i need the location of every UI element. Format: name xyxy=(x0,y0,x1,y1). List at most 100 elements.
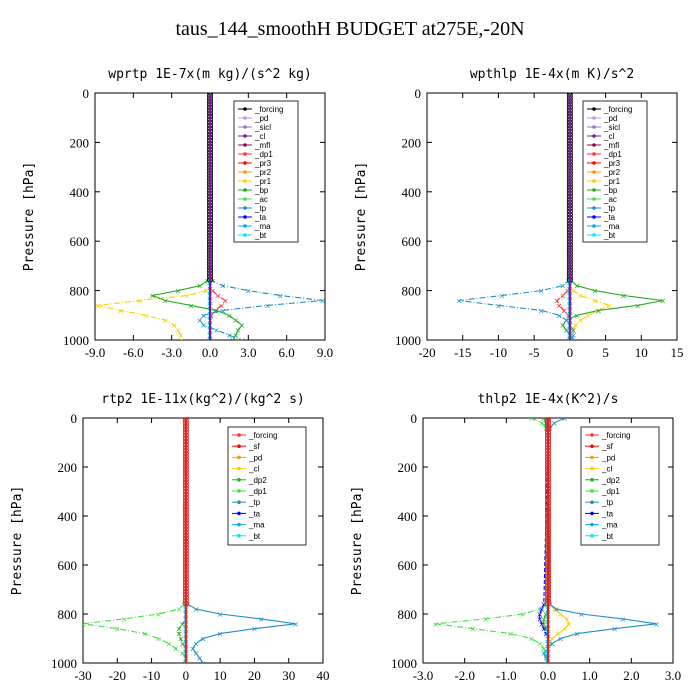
series-marker: × xyxy=(292,620,299,629)
legend-swatch-marker xyxy=(590,433,594,437)
x-tick-label: -30 xyxy=(74,668,91,683)
series-marker: × xyxy=(547,639,554,648)
series-marker: × xyxy=(319,296,326,305)
series-marker: × xyxy=(563,316,570,325)
legend-swatch-marker xyxy=(243,188,247,192)
series-marker: × xyxy=(556,311,563,320)
legend-entry: _cl xyxy=(603,132,614,141)
series-marker: × xyxy=(172,644,179,653)
legend-swatch-marker xyxy=(590,455,594,460)
series-marker: × xyxy=(456,296,463,305)
legend-swatch-marker xyxy=(243,152,247,156)
legend-entry: _bp xyxy=(603,186,618,195)
series-marker: × xyxy=(208,311,215,320)
y-tick-label: 600 xyxy=(70,234,90,249)
legend-entry: _sf xyxy=(248,442,260,451)
series-marker: × xyxy=(611,625,618,634)
series-marker: × xyxy=(577,292,584,301)
x-tick-label: 15 xyxy=(671,345,684,360)
series-marker: × xyxy=(213,326,220,335)
legend: _forcing _sf _pd _cl _dp2 _dp1 _tp _ta _ma _bt xyxy=(580,426,660,546)
legend-entry: _ma xyxy=(603,222,620,231)
x-tick-label: -3.0 xyxy=(161,345,182,360)
legend-swatch-marker xyxy=(590,489,594,493)
series-marker: × xyxy=(196,654,203,663)
legend-entry: _bt xyxy=(601,532,614,541)
legend-entry: _pd xyxy=(603,114,617,123)
series-marker: × xyxy=(196,282,203,291)
series-marker: × xyxy=(540,414,547,423)
y-tick-label: 200 xyxy=(402,135,422,150)
y-tick-label: 400 xyxy=(402,185,422,200)
legend-swatch-marker xyxy=(590,500,594,505)
legend-swatch-marker xyxy=(592,233,596,237)
series-marker: × xyxy=(200,321,207,330)
x-tick-label: 20 xyxy=(248,668,261,683)
series-marker: × xyxy=(540,615,547,624)
series-marker: × xyxy=(232,331,239,340)
y-tick-label: 0 xyxy=(415,86,422,101)
series-marker: × xyxy=(569,326,576,335)
series-marker: × xyxy=(536,639,543,648)
x-tick-label: 5 xyxy=(602,345,609,360)
legend-entry: _pr2 xyxy=(603,168,621,177)
x-tick-label: 0.0 xyxy=(202,345,218,360)
panel-title: wpthlp 1E-4x(m K)/s^2 xyxy=(470,67,634,82)
series-marker: × xyxy=(577,316,584,325)
chart-panel-4: thlp2 1E-4x(K^2)/s Pressure [hPa] -3.0 -2.0… xyxy=(350,392,681,683)
legend-swatch-marker xyxy=(243,125,247,129)
x-tick-label: -10 xyxy=(490,345,507,360)
legend-swatch-marker xyxy=(237,466,241,471)
legend-swatch-marker xyxy=(592,116,596,120)
series-marker: × xyxy=(264,301,271,310)
series-line-dp1 xyxy=(209,93,227,340)
series-marker: × xyxy=(620,292,627,301)
legend-swatch-marker xyxy=(237,489,241,493)
series-marker: × xyxy=(554,296,561,305)
legend-entry: _forcing xyxy=(254,105,283,114)
series-marker: × xyxy=(653,620,660,629)
legend-swatch-marker xyxy=(592,134,596,138)
series-marker: × xyxy=(200,635,207,644)
series-marker: × xyxy=(258,615,265,624)
series-marker: × xyxy=(200,311,207,320)
legend-swatch-marker xyxy=(243,134,247,138)
series-marker: × xyxy=(162,296,169,305)
legend: _forcing_pd_sicl_cl_mfl_dp1_pr3_pr2_pr1_… xyxy=(233,100,299,243)
legend-swatch-marker xyxy=(237,522,241,527)
legend-swatch-marker xyxy=(243,143,247,147)
legend-entry: _mfl xyxy=(254,141,270,150)
x-tick-label: 2.0 xyxy=(623,668,639,683)
legend-swatch-marker xyxy=(243,224,247,228)
series-marker: × xyxy=(177,331,184,340)
series-marker: × xyxy=(543,419,550,428)
legend-entry: _ma xyxy=(248,521,265,530)
series-marker: × xyxy=(578,610,585,619)
legend-swatch-marker xyxy=(590,511,594,516)
legend-swatch-marker xyxy=(592,170,596,174)
legend-swatch-marker xyxy=(243,233,247,237)
series-marker: × xyxy=(551,419,558,428)
x-tick-label: 30 xyxy=(282,668,295,683)
y-tick-label: 400 xyxy=(70,185,90,200)
legend-entry: _sf xyxy=(601,442,613,451)
series-marker: × xyxy=(559,292,566,301)
legend-entry: _pd xyxy=(248,453,262,462)
y-tick-label: 600 xyxy=(398,558,418,573)
series-marker: × xyxy=(565,277,572,286)
legend-swatch-marker xyxy=(590,444,594,449)
legend-entry: _dp1 xyxy=(603,150,622,159)
series-group: ××××××××××××××××××××××××××××××××××××××××… xyxy=(432,414,660,663)
legend-swatch-marker xyxy=(590,522,594,527)
series-marker: × xyxy=(203,287,210,296)
series-marker: × xyxy=(432,620,439,629)
x-tick-label: -20 xyxy=(109,668,126,683)
series-group: ××××××××××××××××××××××××××××××××××××××××… xyxy=(95,93,326,345)
page-title: taus_144_smoothH BUDGET at275E,-20N xyxy=(175,18,525,40)
series-marker: × xyxy=(230,336,237,345)
series-marker: × xyxy=(568,277,575,286)
legend-entry: _bt xyxy=(248,532,261,541)
legend-swatch-marker xyxy=(592,107,596,111)
series-marker: × xyxy=(176,630,183,639)
legend-entry: _sicl xyxy=(603,123,620,132)
